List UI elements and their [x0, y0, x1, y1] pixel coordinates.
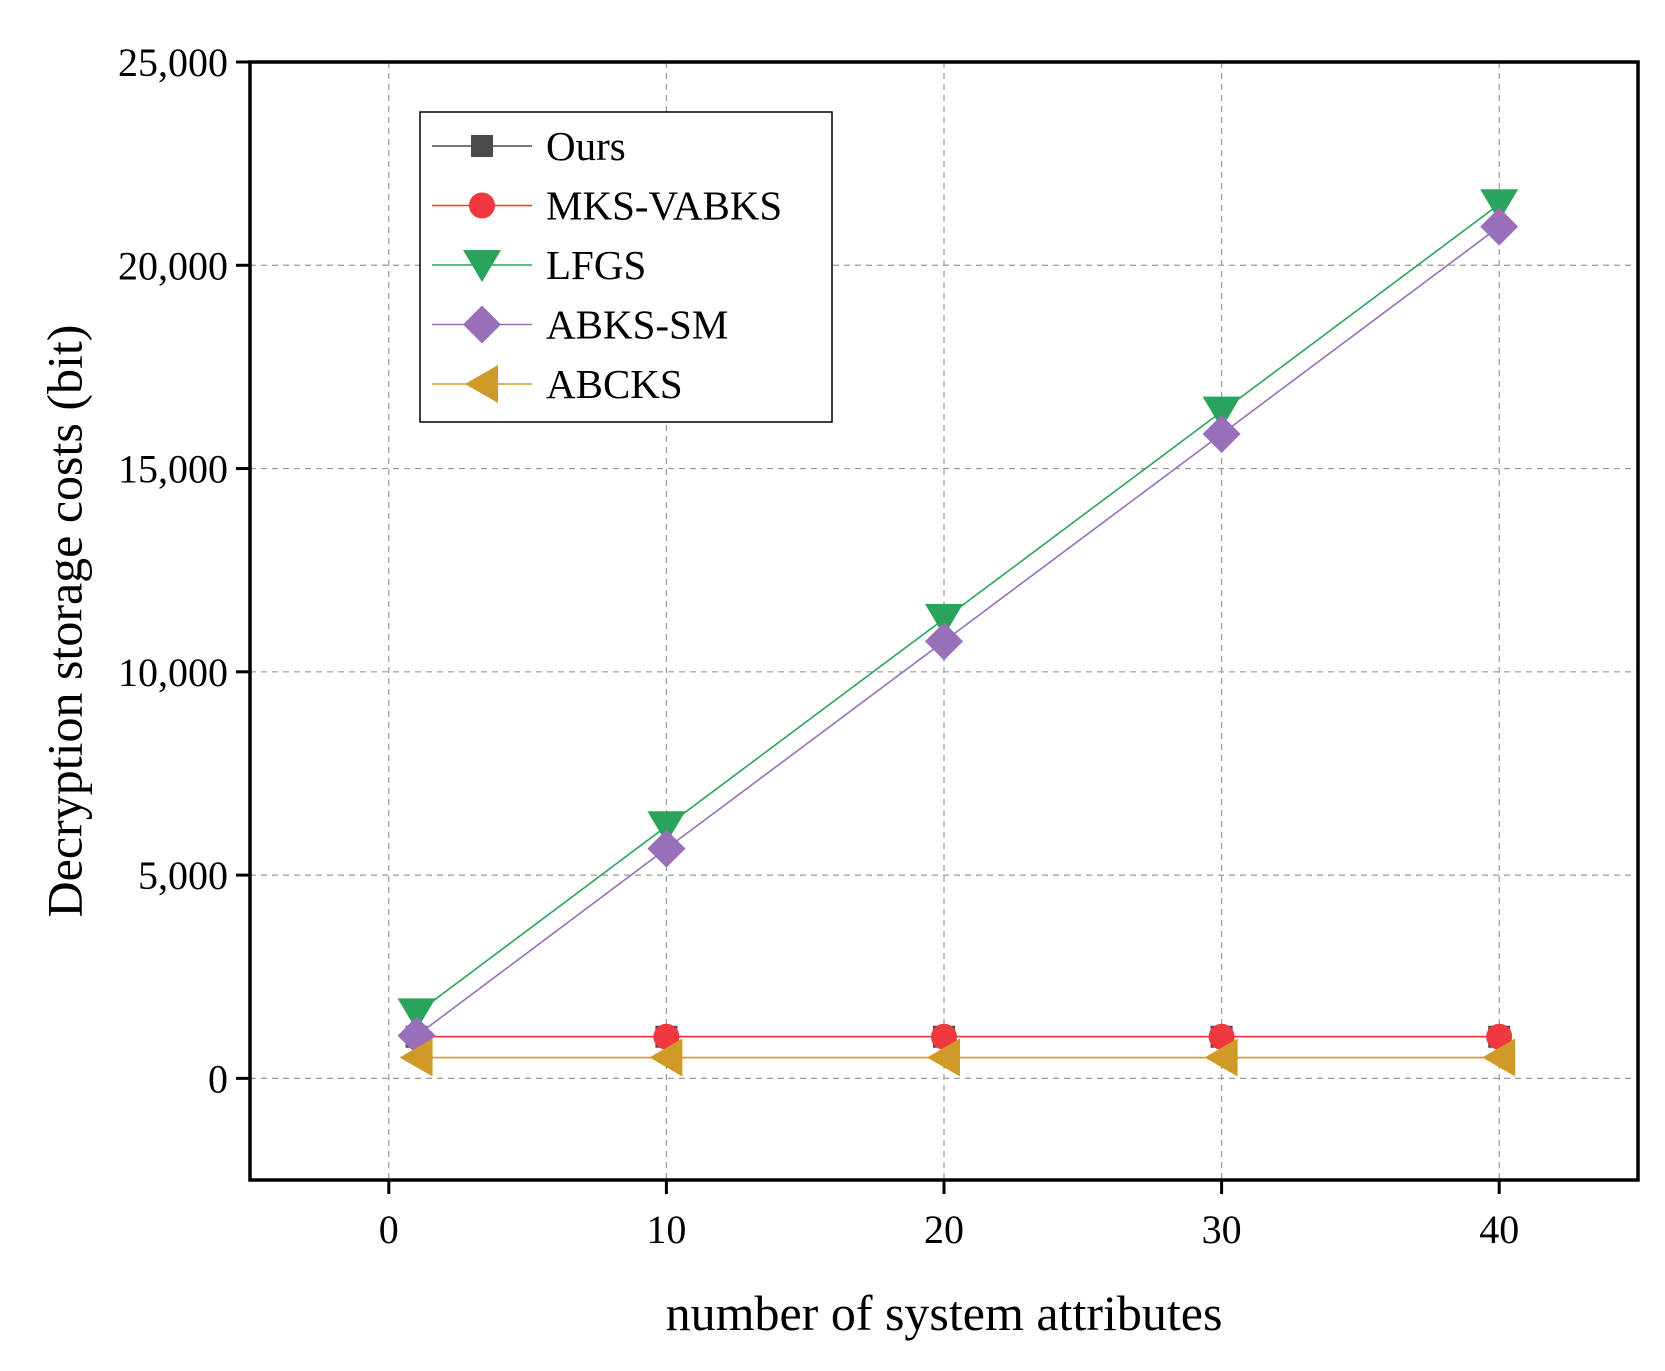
data-point-abks-sm [925, 622, 963, 661]
legend-marker-mks-vabks [469, 192, 495, 219]
legend-marker-ours [471, 135, 493, 157]
x-tick-label: 20 [924, 1207, 964, 1252]
legend-label-abks-sm: ABKS-SM [546, 302, 728, 348]
data-point-lfgs [1202, 396, 1241, 429]
data-point-lfgs [397, 998, 436, 1031]
data-point-lfgs [1480, 189, 1519, 222]
x-axis-title: number of system attributes [666, 1285, 1223, 1341]
data-point-lfgs [647, 811, 686, 844]
data-point-abcks [1482, 1038, 1516, 1077]
plot-series [397, 189, 1519, 1077]
data-point-abks-sm [1480, 207, 1519, 246]
data-point-abcks [649, 1038, 683, 1077]
data-point-abcks [927, 1038, 960, 1077]
data-point-mks-vabks [931, 1023, 957, 1050]
data-point-abks-sm [647, 829, 686, 868]
legend-marker-abks-sm [463, 305, 501, 344]
data-point-abcks [399, 1038, 433, 1077]
series-lfgs [397, 189, 1519, 1031]
series-abcks [399, 1038, 1516, 1077]
legend-label-ours: Ours [546, 123, 626, 169]
legend-label-abcks: ABCKS [546, 361, 683, 407]
axis-ticks: 0 10 20 30 40 0 5,000 10,000 15,000 20,000 25,000 [118, 40, 1519, 1252]
x-tick-label: 30 [1202, 1207, 1242, 1252]
x-tick-label: 40 [1479, 1207, 1519, 1252]
legend-label-lfgs: LFGS [546, 242, 646, 288]
data-point-mks-vabks [1208, 1023, 1235, 1050]
y-tick-label: 10,000 [118, 650, 228, 695]
data-point-lfgs [925, 603, 963, 636]
y-axis-title: Decryption storage costs (bit) [36, 325, 92, 918]
x-tick-label: 10 [646, 1207, 686, 1252]
y-tick-label: 20,000 [118, 243, 228, 288]
y-tick-label: 25,000 [118, 40, 228, 85]
data-point-abks-sm [1202, 414, 1241, 453]
data-point-mks-vabks [1486, 1023, 1513, 1050]
x-tick-label: 0 [379, 1207, 399, 1252]
legend-marker-lfgs [463, 250, 501, 282]
data-point-abcks [1204, 1038, 1238, 1077]
data-point-mks-vabks [653, 1023, 680, 1050]
legend-marker-abcks [465, 365, 498, 403]
y-tick-label: 5,000 [138, 853, 228, 898]
legend-label-mks-vabks: MKS-VABKS [546, 183, 782, 229]
legend: Ours MKS-VABKS LFGS ABKS-SM ABCKS [419, 111, 833, 423]
y-tick-label: 0 [208, 1056, 228, 1101]
y-tick-label: 15,000 [118, 447, 228, 492]
